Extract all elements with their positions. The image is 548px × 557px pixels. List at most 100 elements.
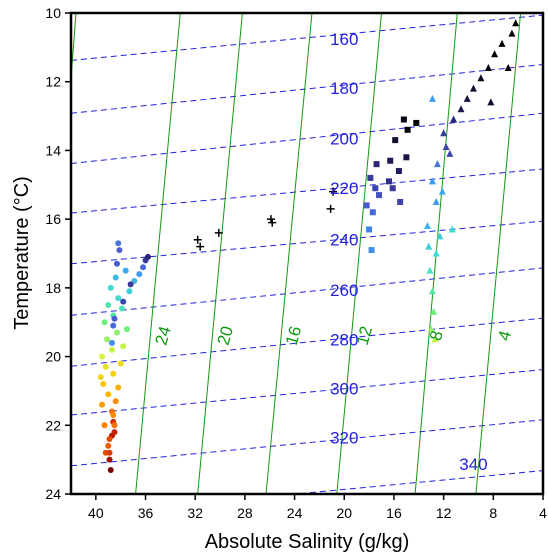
- data-points: [97, 19, 520, 473]
- contour-label-200: 200: [330, 130, 358, 149]
- data-point-square: [400, 116, 407, 123]
- data-point-square: [397, 198, 404, 205]
- plot-background: [71, 13, 543, 494]
- data-point-plus: [196, 242, 205, 251]
- y-axis-ticks: 10 12 14 16 18 20 22 24: [45, 5, 71, 502]
- data-point-square: [389, 185, 396, 192]
- data-point-square: [372, 185, 379, 192]
- data-point-square: [413, 119, 420, 126]
- data-point-circle: [99, 353, 106, 360]
- contour-label-180: 180: [330, 79, 358, 98]
- data-point-triangle: [432, 249, 440, 257]
- data-point-circle: [107, 284, 114, 291]
- x-tick-label: 20: [336, 505, 352, 521]
- data-point-circle: [115, 240, 122, 247]
- data-point-circle: [107, 466, 114, 473]
- data-point-triangle: [436, 232, 444, 240]
- data-point-circle: [99, 401, 106, 408]
- x-tick-label: 32: [187, 505, 203, 521]
- data-point-square: [363, 202, 370, 209]
- x-axis-title: Absolute Salinity (g/kg): [205, 531, 410, 553]
- data-point-circle: [118, 305, 125, 312]
- data-point-circle: [113, 329, 120, 336]
- solid-contour-lines: [71, 13, 522, 494]
- dashed-contour-180: [71, 64, 543, 114]
- plot-frame: [69, 11, 545, 496]
- data-point-triangle: [427, 325, 435, 333]
- data-point-circle: [140, 264, 147, 271]
- dashed-contour-320: [71, 419, 543, 467]
- data-point-triangle: [487, 98, 495, 106]
- dashed-contour-lines: [71, 14, 543, 494]
- y-tick-label: 12: [45, 74, 61, 90]
- solid-contour-24: [135, 13, 181, 494]
- contour-label-280: 280: [330, 331, 358, 350]
- data-point-circle: [122, 267, 129, 274]
- data-point-plus: [266, 215, 275, 224]
- x-axis-ticks: 40 36 32 28 24 20 16 12 8 4: [88, 494, 547, 521]
- solid-line-label-20: 20: [214, 324, 237, 347]
- dashed-contour-240: [71, 220, 543, 265]
- data-point-circle: [120, 298, 127, 305]
- y-tick-label: 10: [45, 5, 61, 21]
- data-point-plus: [329, 187, 338, 196]
- data-point-circle: [108, 346, 115, 353]
- data-point-triangle: [438, 187, 446, 195]
- x-tick-label: 8: [489, 505, 497, 521]
- data-point-triangle: [491, 50, 499, 58]
- solid-line-label-16: 16: [282, 324, 305, 347]
- data-point-triangle: [457, 105, 465, 113]
- data-point-plus: [268, 218, 277, 227]
- contour-label-220: 220: [330, 179, 358, 198]
- data-point-circle: [104, 336, 111, 343]
- data-point-circle: [145, 253, 152, 260]
- dashed-contour-200: [71, 112, 543, 164]
- data-point-triangle: [450, 115, 458, 123]
- contour-label-300: 300: [330, 379, 358, 398]
- data-point-circle: [120, 343, 127, 350]
- data-point-triangle: [504, 63, 512, 71]
- data-point-triangle: [440, 129, 448, 137]
- data-point-triangle: [484, 63, 492, 71]
- data-point-triangle: [426, 266, 434, 274]
- data-point-square: [404, 126, 411, 133]
- data-point-circle: [106, 436, 113, 443]
- data-point-square: [395, 168, 402, 175]
- data-point-triangle: [431, 335, 439, 343]
- data-point-triangle: [448, 225, 456, 233]
- x-tick-label: 16: [386, 505, 402, 521]
- data-point-circle: [110, 370, 117, 377]
- solid-line-label-12: 12: [353, 324, 376, 347]
- solid-contour-4: [475, 13, 522, 494]
- data-point-triangle: [433, 160, 441, 168]
- solid-contour-20: [197, 13, 243, 494]
- data-point-square: [366, 226, 373, 233]
- data-point-circle: [110, 411, 117, 418]
- data-point-square: [385, 178, 392, 185]
- x-tick-label: 36: [138, 505, 154, 521]
- y-tick-label: 14: [45, 142, 61, 158]
- contour-label-160: 160: [330, 30, 358, 49]
- data-point-circle: [108, 339, 115, 346]
- data-point-square: [376, 192, 383, 199]
- data-point-triangle: [463, 94, 471, 102]
- data-point-circle: [111, 315, 118, 322]
- data-point-circle: [101, 422, 108, 429]
- data-point-square: [387, 157, 394, 164]
- dashed-contour-160: [71, 14, 543, 61]
- data-point-square: [369, 209, 376, 216]
- data-point-circle: [112, 398, 119, 405]
- y-tick-label: 20: [45, 349, 61, 365]
- data-point-circle: [105, 302, 112, 309]
- x-tick-label: 28: [237, 505, 253, 521]
- data-point-triangle: [512, 19, 520, 27]
- x-tick-label: 12: [436, 505, 452, 521]
- data-point-circle: [105, 442, 112, 449]
- data-point-triangle: [498, 39, 506, 47]
- data-point-square: [373, 161, 380, 168]
- data-point-triangle: [428, 177, 436, 185]
- dashed-contour-280: [71, 317, 543, 367]
- contour-label-240: 240: [330, 230, 358, 249]
- solid-line-label-24: 24: [151, 324, 174, 347]
